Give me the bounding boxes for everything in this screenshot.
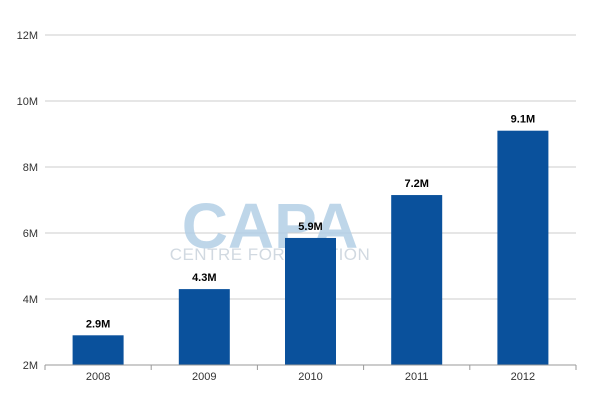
data-label: 2.9M <box>86 318 110 330</box>
y-axis-labels: 2M 4M 6M 8M 10M 12M <box>17 30 38 372</box>
y-tick-label: 12M <box>17 30 38 42</box>
x-axis-labels: 2008 2009 2010 2011 2012 <box>86 371 535 383</box>
y-tick-label: 6M <box>23 228 38 240</box>
data-label: 7.2M <box>404 178 428 190</box>
bar-2010[interactable] <box>285 237 336 365</box>
y-tick-label: 2M <box>23 360 38 372</box>
data-labels: 2.9M 4.3M 5.9M 7.2M 9.1M <box>86 114 535 331</box>
bar-2011[interactable] <box>391 195 443 365</box>
watermark-tagline: CENTRE FOR AVIATION <box>170 245 371 264</box>
data-label: 5.9M <box>298 221 322 233</box>
bar-2009[interactable] <box>178 289 230 365</box>
bars <box>72 130 549 365</box>
y-tick-label: 8M <box>23 162 38 174</box>
bar-2012[interactable] <box>497 130 549 365</box>
y-tick-label: 4M <box>23 294 38 306</box>
x-tick-label: 2008 <box>86 371 110 383</box>
watermark: CAPA CENTRE FOR AVIATION <box>170 190 371 264</box>
gridlines <box>45 34 576 300</box>
x-tick-label: 2011 <box>405 371 429 383</box>
bar-2008[interactable] <box>72 335 124 365</box>
data-label: 4.3M <box>192 272 216 284</box>
data-label: 9.1M <box>511 114 535 126</box>
y-tick-label: 10M <box>17 96 38 108</box>
axes <box>44 364 577 370</box>
x-tick-label: 2012 <box>511 371 535 383</box>
x-tick-label: 2009 <box>192 371 216 383</box>
x-tick-label: 2010 <box>298 371 322 383</box>
